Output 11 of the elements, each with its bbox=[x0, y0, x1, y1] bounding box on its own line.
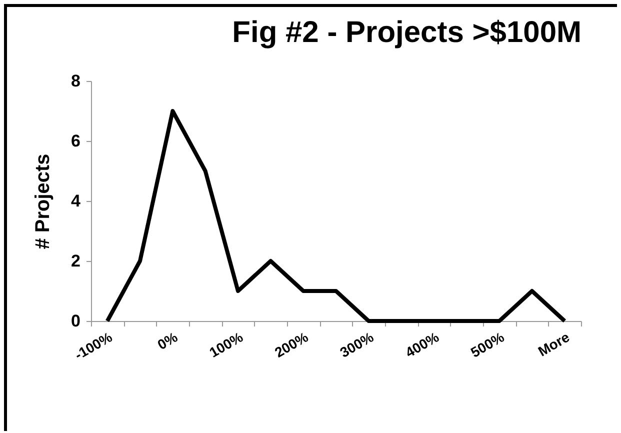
x-tick-label: More bbox=[535, 328, 572, 360]
x-tick-label: 400% bbox=[402, 328, 442, 361]
y-axis-title: # Projects bbox=[32, 154, 54, 250]
x-tick-label: 0% bbox=[154, 328, 181, 353]
line-series bbox=[105, 109, 567, 323]
chart-title: Fig #2 - Projects >$100M bbox=[232, 16, 582, 49]
y-tick-label: 0 bbox=[71, 312, 80, 330]
y-tick-label: 6 bbox=[71, 132, 80, 150]
y-tick-label: 8 bbox=[71, 72, 80, 90]
y-tick-label: 2 bbox=[71, 252, 80, 270]
y-tick-label: 4 bbox=[71, 192, 82, 210]
